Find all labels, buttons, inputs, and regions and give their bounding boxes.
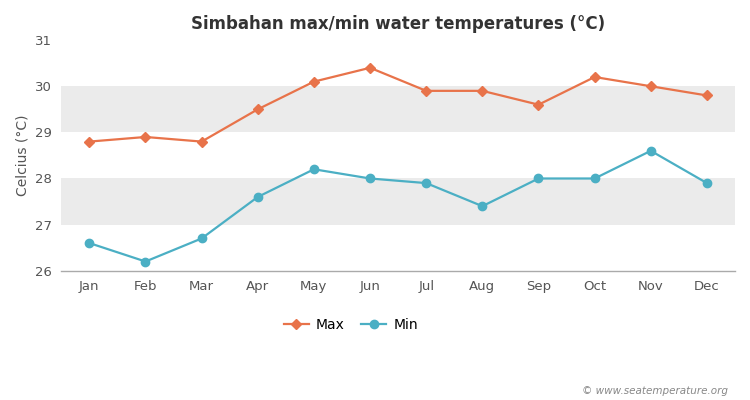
Min [310, 167, 319, 172]
Min [197, 236, 206, 241]
Max [422, 88, 430, 93]
Min [478, 204, 487, 208]
Bar [62, 40, 735, 86]
Min [141, 259, 150, 264]
Title: Simbahan max/min water temperatures (°C): Simbahan max/min water temperatures (°C) [191, 15, 605, 33]
Bar [62, 178, 735, 225]
Line: Max: Max [86, 64, 711, 146]
Max [590, 75, 599, 80]
Line: Min: Min [86, 147, 711, 266]
Max [703, 93, 712, 98]
Min [254, 194, 262, 199]
Max [478, 88, 487, 93]
Min [646, 148, 656, 153]
Y-axis label: Celcius (°C): Celcius (°C) [15, 115, 29, 196]
Max [254, 107, 262, 112]
Text: © www.seatemperature.org: © www.seatemperature.org [581, 386, 728, 396]
Legend: Max, Min: Max, Min [278, 312, 424, 337]
Max [197, 139, 206, 144]
Max [141, 134, 150, 139]
Bar [62, 132, 735, 178]
Max [310, 79, 319, 84]
Min [590, 176, 599, 181]
Max [85, 139, 94, 144]
Max [646, 84, 656, 89]
Min [422, 181, 430, 186]
Bar [62, 86, 735, 132]
Min [365, 176, 374, 181]
Min [85, 241, 94, 246]
Max [365, 65, 374, 70]
Max [534, 102, 543, 107]
Min [534, 176, 543, 181]
Bar [62, 225, 735, 271]
Min [703, 181, 712, 186]
